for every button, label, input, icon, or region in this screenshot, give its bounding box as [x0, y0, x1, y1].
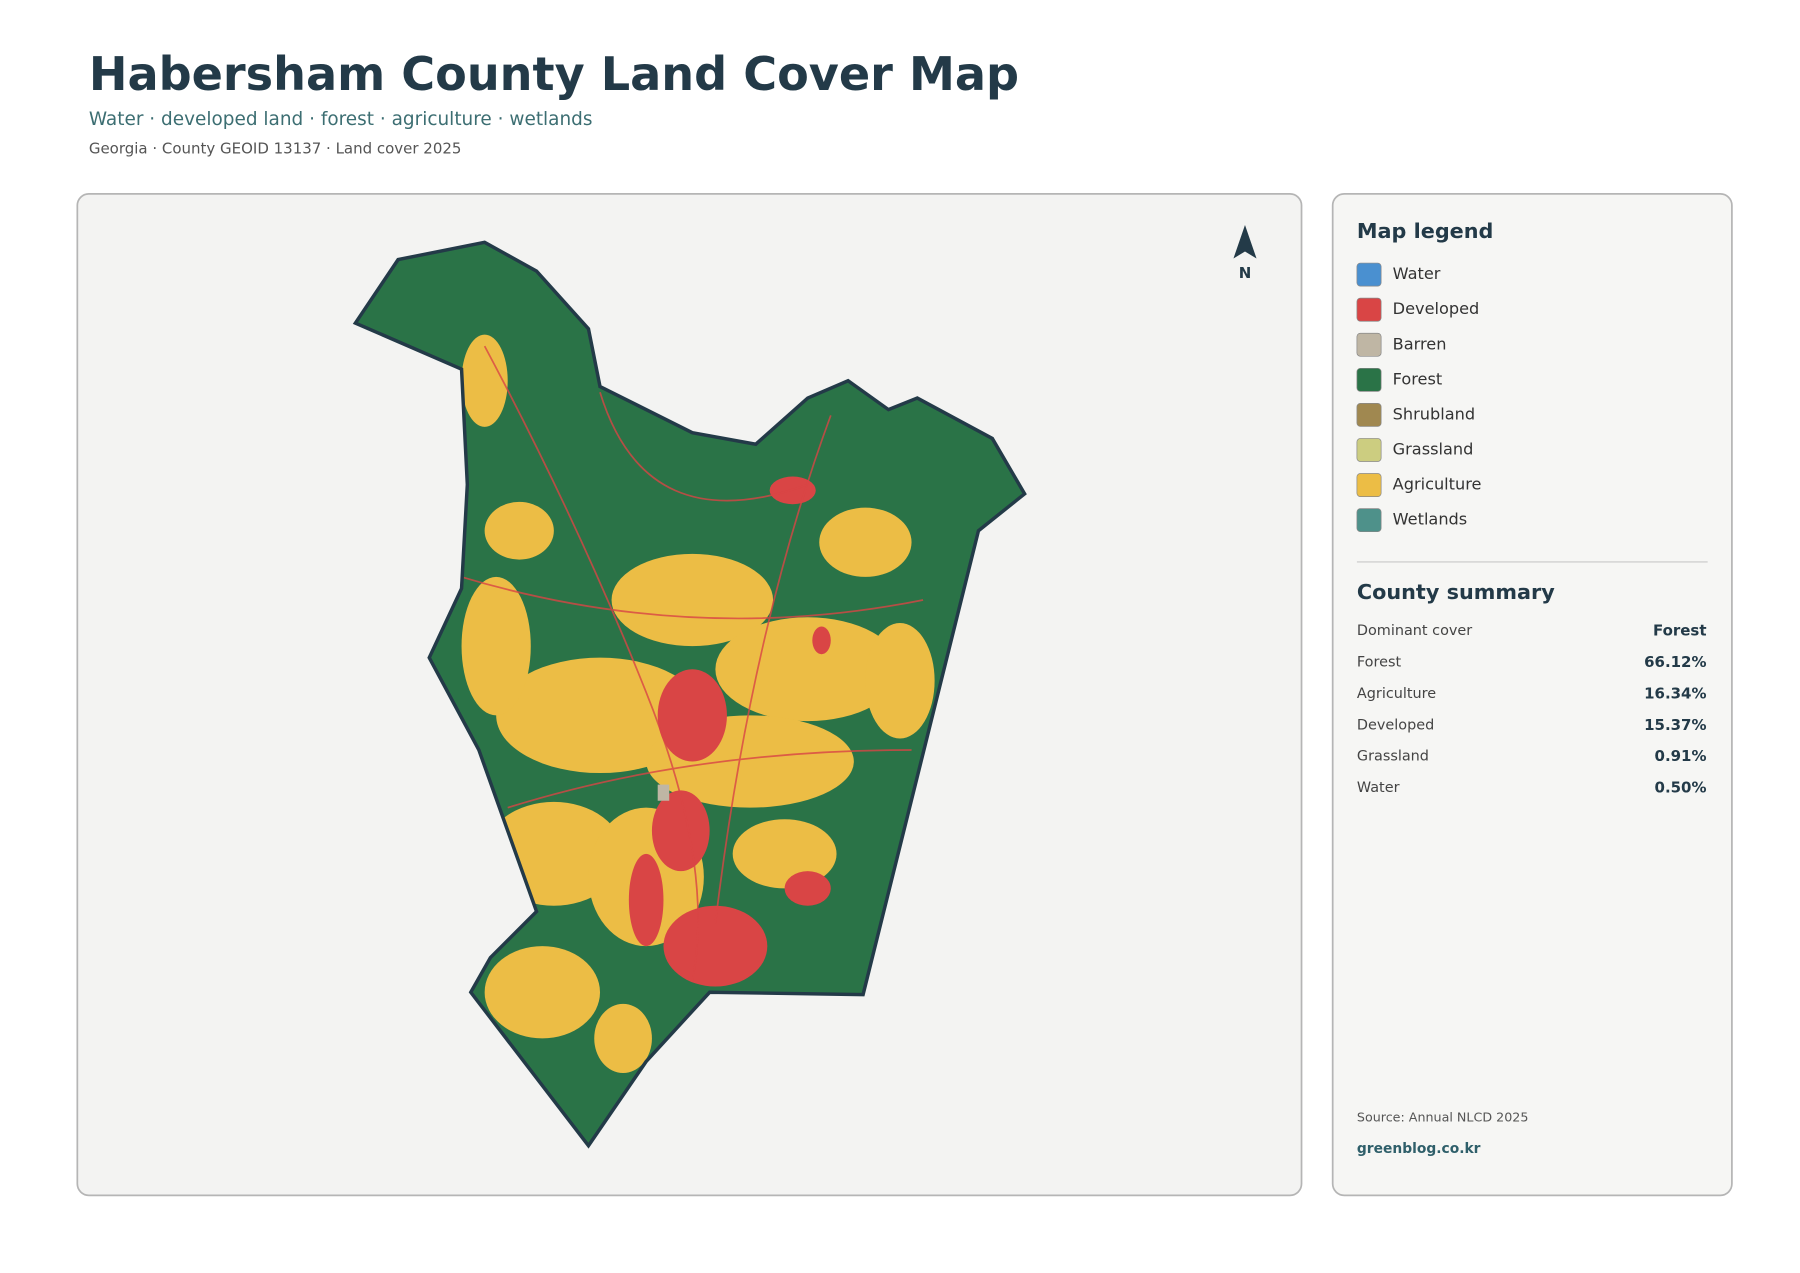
legend-label: Developed	[1393, 299, 1480, 318]
legend-swatch	[1356, 438, 1382, 462]
legend-title: Map legend	[1357, 219, 1493, 243]
summary-label: Grassland	[1357, 749, 1429, 765]
summary-value: Forest	[1653, 622, 1707, 640]
summary-value: 16.34%	[1644, 684, 1706, 702]
summary-label: Dominant cover	[1357, 623, 1472, 639]
land-cover	[355, 242, 1025, 1146]
legend-swatch	[1356, 403, 1382, 427]
legend-label: Water	[1393, 264, 1441, 283]
summary-label: Agriculture	[1357, 686, 1436, 702]
legend-swatch	[1356, 297, 1382, 322]
legend-label: Grassland	[1393, 439, 1474, 458]
legend-label: Wetlands	[1393, 510, 1468, 529]
summary-value: 66.12%	[1644, 653, 1706, 671]
summary-title: County summary	[1357, 580, 1555, 604]
side-panel	[1331, 192, 1733, 1197]
summary-value: 0.91%	[1655, 747, 1707, 765]
site: greenblog.co.kr	[1357, 1141, 1481, 1157]
summary-value: 15.37%	[1644, 716, 1706, 734]
summary: Dominant cover Forest Forest 66.12% Agricult…	[1357, 622, 1707, 797]
legend: Water Developed Barren Forest Shrubland Grass…	[1356, 262, 1482, 533]
title: Habersham County Land Cover Map	[89, 47, 1019, 101]
summary-label: Forest	[1357, 655, 1402, 671]
legend-label: Shrubland	[1393, 404, 1475, 423]
legend-label: Forest	[1393, 369, 1443, 388]
north-label: N	[1239, 264, 1252, 282]
legend-swatch	[1356, 367, 1382, 392]
legend-label: Barren	[1393, 334, 1447, 353]
legend-swatch	[1356, 508, 1382, 533]
legend-label: Agriculture	[1393, 475, 1482, 494]
legend-swatch	[1356, 332, 1382, 357]
summary-label: Developed	[1357, 717, 1434, 733]
legend-swatch	[1356, 262, 1382, 287]
summary-value: 0.50%	[1655, 779, 1707, 797]
legend-swatch	[1356, 473, 1382, 497]
meta: Georgia · County GEOID 13137 · Land cove…	[89, 139, 462, 157]
north-arrow	[1233, 224, 1257, 259]
source: Source: Annual NLCD 2025	[1357, 1110, 1529, 1125]
subtitle: Water · developed land · forest · agricu…	[89, 109, 593, 130]
summary-label: Water	[1357, 780, 1400, 796]
